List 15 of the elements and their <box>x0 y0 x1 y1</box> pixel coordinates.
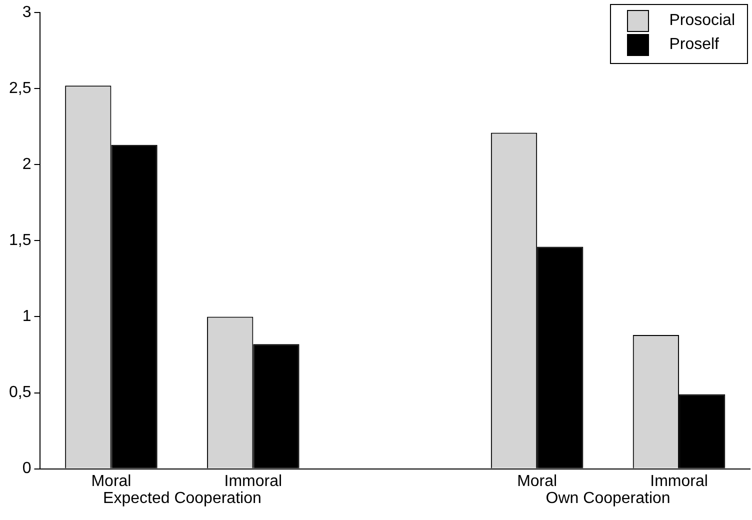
x-tick-label: Immoral <box>650 472 708 490</box>
y-tick-label: 0 <box>22 460 32 478</box>
legend-label: Prosocial <box>669 11 735 31</box>
y-tick-label: 0,5 <box>8 384 32 402</box>
y-tick-label: 1,5 <box>8 232 32 250</box>
y-tick-label: 2,5 <box>8 80 32 98</box>
text: Own Cooperation <box>546 490 670 508</box>
legend-label: Proself <box>669 35 719 55</box>
y-tick-label: 3 <box>22 4 32 22</box>
y-tick-label: 1 <box>22 308 32 326</box>
x-tick-label: Immoral <box>224 472 282 490</box>
text: Expected Cooperation <box>103 490 262 508</box>
x-tick-label: Moral <box>517 472 558 490</box>
y-tick-label: 2 <box>22 156 32 174</box>
x-tick-label: Moral <box>91 472 132 490</box>
